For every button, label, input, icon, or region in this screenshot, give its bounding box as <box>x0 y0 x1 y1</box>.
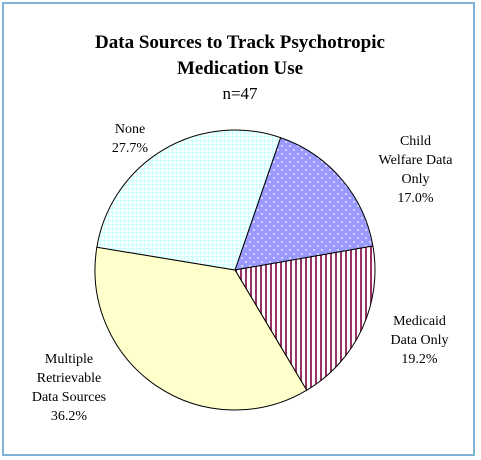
category-label: Child Welfare Data Only <box>378 134 453 187</box>
frame <box>2 2 475 456</box>
slice-label: Medicaid Data Only 19.2% <box>382 312 457 369</box>
value-label: 19.2% <box>401 352 438 367</box>
slice-label: Child Welfare Data Only 17.0% <box>378 132 453 208</box>
slice-label: None 27.7% <box>100 120 160 158</box>
pie-slice <box>234 245 376 391</box>
pie-slice <box>94 246 308 411</box>
value-label: 17.0% <box>397 191 434 206</box>
value-label: 27.7% <box>111 141 149 156</box>
pie-slice <box>96 129 282 271</box>
slice-label: Multiple Retrievable Data Sources 36.2% <box>30 350 108 426</box>
value-label: 36.2% <box>50 409 88 424</box>
category-label: Medicaid Data Only <box>390 314 449 348</box>
chart-title: Data Sources to Track Psychotropic Medic… <box>95 32 385 79</box>
chart-subtitle: n=47 <box>222 84 258 103</box>
category-label: Multiple Retrievable Data Sources <box>31 352 107 405</box>
category-label: None <box>114 122 146 137</box>
